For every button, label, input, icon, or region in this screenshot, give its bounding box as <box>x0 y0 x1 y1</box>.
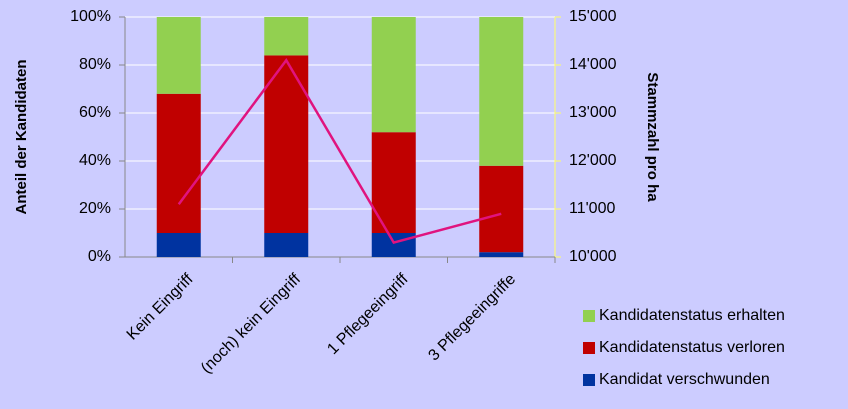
x-tick-label: 3 Pflegeeingriffe <box>425 271 519 365</box>
y2-tick-label: 14'000 <box>569 56 617 73</box>
y2-tick-label: 12'000 <box>569 152 617 169</box>
bar-segment <box>479 165 524 253</box>
legend-label: Kandidatenstatus erhalten <box>599 307 785 324</box>
legend-swatch <box>583 342 595 354</box>
bar-segment <box>156 17 201 94</box>
y-tick-label: 80% <box>79 56 111 73</box>
bar-segment <box>371 17 416 133</box>
legend-label: Kandidat verschwunden <box>599 371 770 388</box>
y2-tick-label: 10'000 <box>569 248 617 265</box>
legend-swatch <box>583 310 595 322</box>
y-axis-title: Anteil der Kandidaten <box>13 59 30 214</box>
y-tick-label: 20% <box>79 200 111 217</box>
y2-axis-title: Stammzahl pro ha <box>644 72 661 202</box>
bar-segment <box>479 252 524 257</box>
y-tick-label: 100% <box>70 8 111 25</box>
x-tick-label: 1 Pflegeeingriff <box>324 270 412 358</box>
y2-tick-label: 15'000 <box>569 8 617 25</box>
bar-segment <box>479 17 524 166</box>
legend-label: Kandidatenstatus verloren <box>599 339 785 356</box>
legend-swatch <box>583 374 595 386</box>
x-tick-label: Kein Eingriff <box>124 270 197 343</box>
y-tick-label: 0% <box>88 248 111 265</box>
y-tick-label: 40% <box>79 152 111 169</box>
y2-tick-label: 11'000 <box>569 200 615 217</box>
y-tick-label: 60% <box>79 104 111 121</box>
bar-segment <box>371 233 416 257</box>
bar-segment <box>264 17 309 56</box>
bar-segment <box>156 233 201 257</box>
bar-segment <box>264 233 309 257</box>
line <box>177 57 502 245</box>
y2-tick-label: 13'000 <box>569 104 617 121</box>
x-tick-label: (noch) kein Eingriff <box>198 270 305 377</box>
bar-segment <box>156 93 201 233</box>
